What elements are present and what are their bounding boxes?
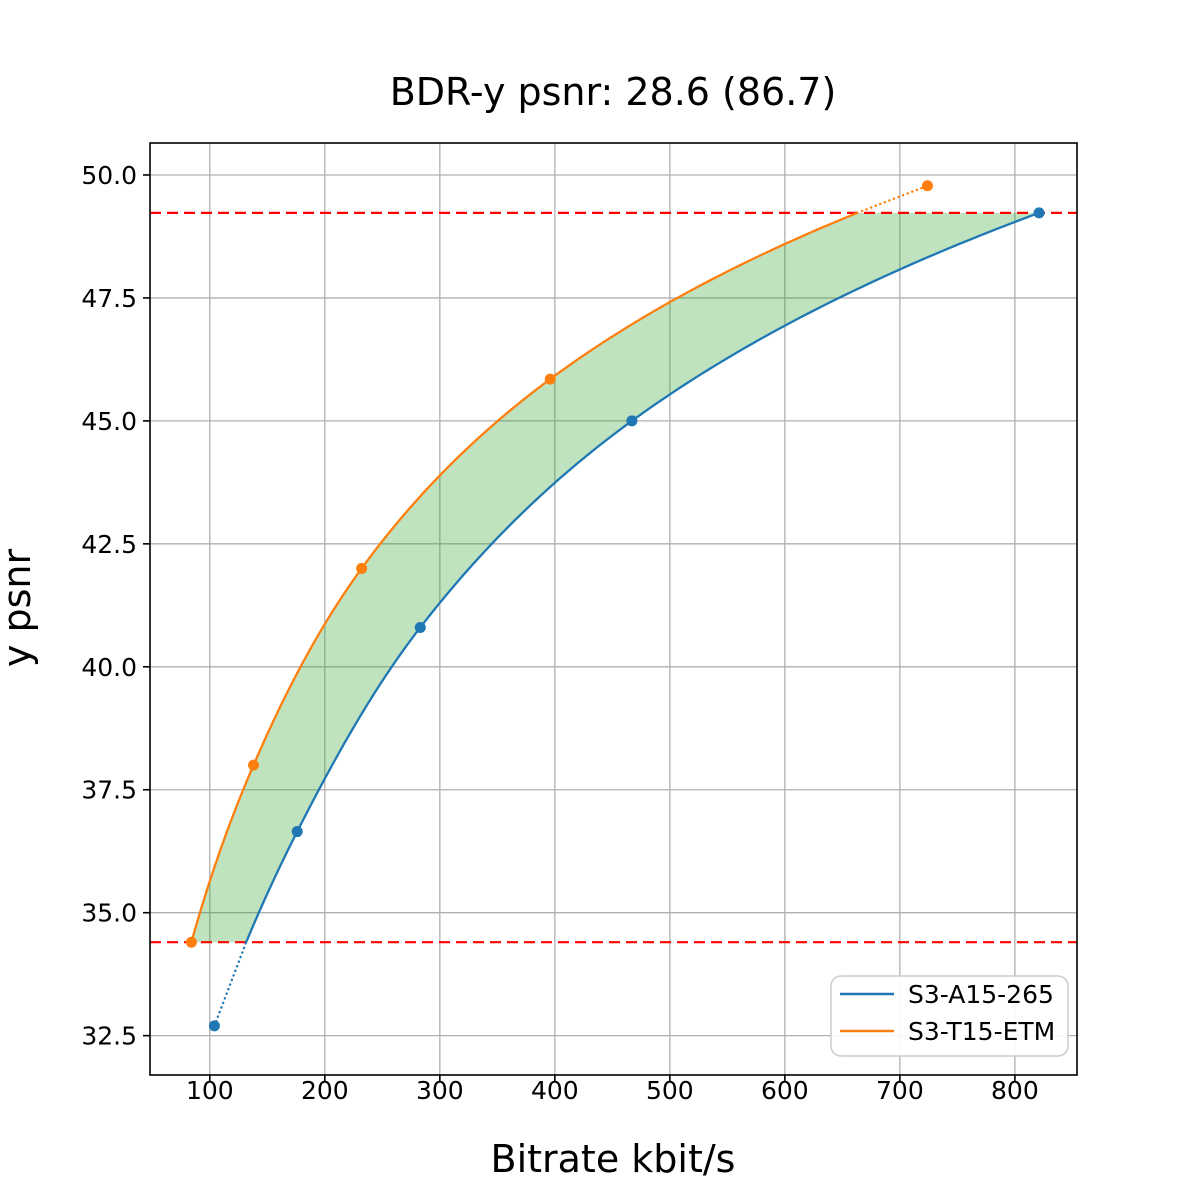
data-point-S3-T15-ETM — [921, 180, 933, 192]
data-point-S3-T15-ETM — [185, 936, 197, 948]
chart-title: BDR-y psnr: 28.6 (86.7) — [390, 70, 837, 114]
y-tick-label: 45.0 — [81, 407, 137, 436]
legend-box — [830, 975, 1069, 1057]
x-tick-label: 400 — [531, 1076, 579, 1105]
grid-lines — [150, 143, 1077, 1075]
data-point-S3-T15-ETM — [248, 759, 260, 771]
data-point-S3-T15-ETM — [356, 562, 368, 574]
y-axis-label: y psnr — [0, 549, 39, 668]
legend-label-series-2: S3-T15-ETM — [908, 1017, 1055, 1046]
plot-area-border — [149, 142, 1078, 1076]
data-point-S3-A15-265 — [208, 1020, 220, 1032]
x-tick-label: 200 — [301, 1076, 349, 1105]
x-axis-label: Bitrate kbit/s — [491, 1137, 736, 1181]
bd-shaded-region — [191, 212, 1040, 943]
x-tick-label: 100 — [186, 1076, 234, 1105]
x-tick-label: 300 — [416, 1076, 464, 1105]
data-point-S3-A15-265 — [414, 621, 426, 633]
data-point-S3-A15-265 — [626, 415, 638, 427]
y-tick-label: 40.0 — [81, 653, 137, 682]
curve-S3-A15-265 — [245, 211, 1040, 943]
x-tick-label: 800 — [991, 1076, 1039, 1105]
y-tick-label: 47.5 — [81, 284, 137, 313]
legend: S3-A15-265 S3-T15-ETM — [830, 975, 1069, 1057]
y-tick-label: 50.0 — [81, 161, 137, 190]
overlap-boundary-lines — [150, 211, 1077, 944]
y-tick-label: 35.0 — [81, 899, 137, 928]
data-point-S3-A15-265 — [291, 826, 303, 838]
x-tick-label: 700 — [876, 1076, 924, 1105]
rd-curves — [185, 180, 1045, 1032]
y-tick-label: 42.5 — [81, 530, 137, 559]
out-of-range-connector-S3-A15-265 — [213, 941, 248, 1028]
y-tick-label: 37.5 — [81, 776, 137, 805]
x-tick-label: 500 — [646, 1076, 694, 1105]
data-point-S3-A15-265 — [1033, 207, 1045, 219]
legend-label-series-1: S3-A15-265 — [908, 980, 1054, 1009]
out-of-range-connector-S3-T15-ETM — [856, 184, 929, 215]
data-point-S3-T15-ETM — [544, 373, 556, 385]
y-tick-label: 32.5 — [81, 1022, 137, 1051]
bd-shaded-area — [191, 212, 1040, 943]
x-tick-label: 600 — [761, 1076, 809, 1105]
axis-ticks: 100 200 300 400 500 600 700 800 32.5 35.0 37.5 40.0… — [81, 161, 1038, 1105]
curve-S3-T15-ETM — [190, 211, 858, 943]
